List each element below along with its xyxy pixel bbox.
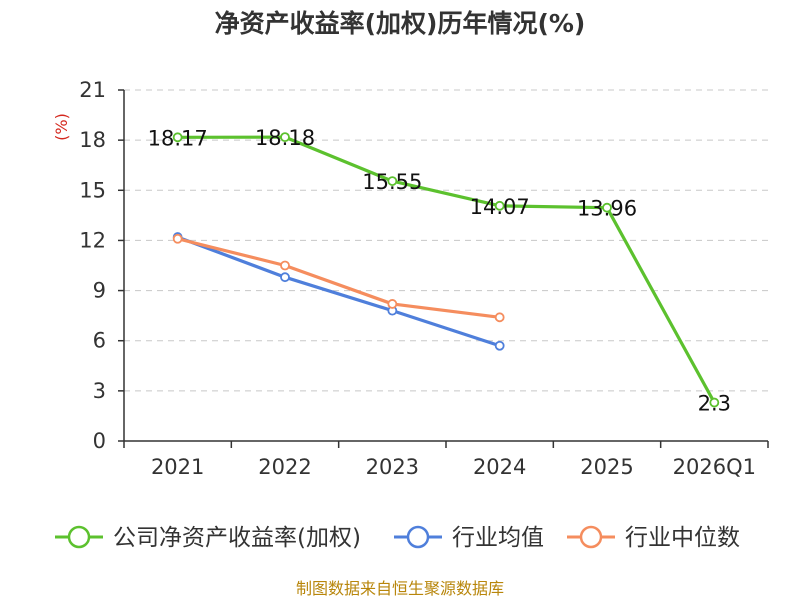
- y-tick-label: 21: [79, 78, 106, 102]
- y-tick-label: 18: [79, 128, 106, 152]
- data-label: 18.18: [255, 126, 315, 150]
- series-line-2: [176, 237, 502, 319]
- legend-marker-2: [579, 525, 603, 549]
- series-point-0: [494, 200, 505, 211]
- data-label: 13.96: [577, 197, 637, 221]
- series-line-0: [176, 135, 716, 405]
- legend-marker-0: [67, 525, 91, 549]
- y-tick-label: 15: [79, 178, 106, 202]
- x-tick-label: 2024: [473, 455, 526, 479]
- x-tick-label: 2025: [580, 455, 633, 479]
- series-point-2: [280, 260, 290, 271]
- legend: 公司净资产收益率(加权) 行业均值 行业中位数: [55, 525, 740, 551]
- axes: 0 3 6 9 12 15 18 21 2021 2022 2023 2024 2025 2026Q1: [79, 78, 769, 479]
- series-point-0: [709, 397, 720, 408]
- series-point-0: [280, 132, 290, 143]
- series-point-2: [494, 312, 505, 323]
- series-point-2: [387, 299, 398, 309]
- series-line-1: [176, 235, 502, 348]
- y-axis-label: (%): [52, 113, 71, 141]
- y-tick-label: 0: [93, 429, 106, 453]
- data-label: 2.3: [698, 392, 731, 416]
- series-point-0: [172, 132, 183, 143]
- chart-title: 净资产收益率(加权)历年情况(%): [215, 9, 586, 38]
- y-tick-label: 12: [79, 228, 106, 252]
- data-label: 18.17: [148, 126, 208, 150]
- x-tick-label: 2023: [366, 455, 419, 479]
- x-tick-label: 2022: [258, 455, 311, 479]
- series-point-1: [494, 340, 505, 351]
- x-tick-label: 2021: [151, 455, 204, 479]
- series-lines: [172, 132, 720, 408]
- series-point-2: [172, 233, 183, 244]
- source-note: 制图数据来自恒生聚源数据库: [296, 579, 504, 598]
- grid-lines: [124, 89, 768, 392]
- data-labels: 18.17 18.18 15.55 14.07 13.96 2.3: [148, 126, 731, 415]
- y-tick-label: 3: [93, 379, 106, 403]
- data-label: 14.07: [470, 195, 530, 219]
- series-point-0: [602, 202, 612, 213]
- series-point-1: [280, 272, 290, 283]
- legend-label-1: 行业均值: [452, 525, 544, 551]
- legend-marker-1: [406, 525, 430, 549]
- legend-label-2: 行业中位数: [625, 525, 740, 551]
- y-tick-label: 9: [93, 279, 106, 303]
- x-tick-label: 2026Q1: [673, 455, 756, 479]
- data-label: 15.55: [362, 170, 422, 194]
- y-tick-label: 6: [93, 329, 106, 353]
- legend-label-0: 公司净资产收益率(加权): [113, 525, 361, 551]
- series-point-0: [387, 176, 398, 186]
